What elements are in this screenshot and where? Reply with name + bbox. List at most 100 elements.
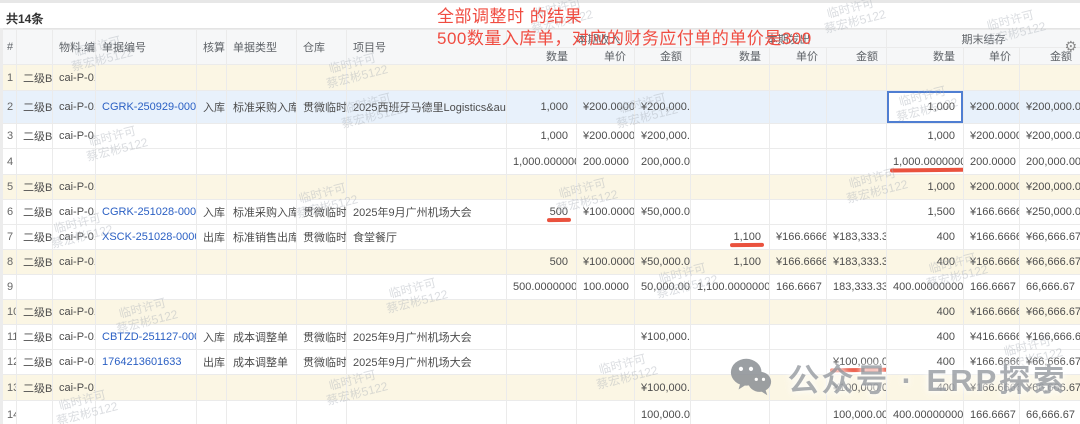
cell[interactable]: 出库 <box>196 349 227 375</box>
cell[interactable] <box>226 274 297 300</box>
cell[interactable] <box>769 324 827 350</box>
cell[interactable]: ¥100,000.00 <box>826 349 887 375</box>
cell[interactable] <box>196 64 227 91</box>
cell[interactable]: ¥100,000.00 <box>826 374 887 401</box>
cell[interactable]: 1,000.0000000000 <box>886 148 964 175</box>
cell[interactable]: cai-P-01 <box>52 249 96 275</box>
cell[interactable]: ¥100.00000 <box>576 249 635 275</box>
cell[interactable]: ¥166.66666 <box>769 249 827 275</box>
cell[interactable]: 出库 <box>196 224 227 250</box>
cell[interactable] <box>690 400 770 424</box>
cell[interactable]: ¥250,000.00 <box>1019 199 1080 225</box>
cell[interactable]: 166.6667 <box>963 274 1020 300</box>
cell[interactable] <box>16 148 53 175</box>
cell[interactable]: 入库 <box>196 324 227 350</box>
cell[interactable]: ¥66,666.67 <box>1019 299 1080 325</box>
cell[interactable]: 二级BOM <box>16 64 53 91</box>
cell[interactable]: 贯微临时仓 <box>296 324 347 350</box>
cell[interactable] <box>196 374 227 401</box>
cell[interactable] <box>196 174 227 200</box>
cell[interactable]: 400 <box>886 374 964 401</box>
cell[interactable] <box>886 64 964 91</box>
cell[interactable] <box>690 199 770 225</box>
cell[interactable]: 标准采购入库单 <box>226 199 297 225</box>
cell[interactable] <box>346 174 507 200</box>
cell[interactable]: ¥100,000.00 <box>634 374 691 401</box>
cell[interactable]: cai-P-01 <box>52 123 96 149</box>
cell[interactable] <box>226 64 297 91</box>
cell[interactable] <box>196 148 227 175</box>
cell[interactable]: 二级BOM <box>16 249 53 275</box>
cell[interactable] <box>95 148 197 175</box>
cell[interactable] <box>576 349 635 375</box>
cell[interactable]: 200.0000 <box>576 148 635 175</box>
cell[interactable]: ¥166.66667 <box>963 199 1020 225</box>
cell[interactable]: 66,666.67 <box>1019 274 1080 300</box>
cell[interactable]: 入库 <box>196 90 227 124</box>
cell[interactable] <box>769 123 827 149</box>
cell[interactable] <box>769 90 827 124</box>
cell[interactable]: 66,666.67 <box>1019 400 1080 424</box>
cell[interactable]: 400.0000000000 <box>886 400 964 424</box>
cell[interactable]: ¥50,000.00 <box>634 199 691 225</box>
cell[interactable]: 200,000.00 <box>1019 148 1080 175</box>
cell[interactable]: 400 <box>886 349 964 375</box>
cell[interactable] <box>506 64 577 91</box>
cell[interactable] <box>296 123 347 149</box>
cell[interactable] <box>690 123 770 149</box>
cell[interactable]: 二级BOM <box>16 324 53 350</box>
cell[interactable]: 标准销售出库单 <box>226 224 297 250</box>
cell[interactable]: 成本调整单 <box>226 349 297 375</box>
cell[interactable]: 1,500 <box>886 199 964 225</box>
column-settings-gear-icon[interactable]: ⚙ <box>1064 38 1077 54</box>
cell[interactable]: 入库 <box>196 199 227 225</box>
cell[interactable]: 400 <box>886 224 964 250</box>
cell[interactable]: cai-P-01 <box>52 90 96 124</box>
cell[interactable] <box>576 400 635 424</box>
cell[interactable] <box>506 324 577 350</box>
cell[interactable]: 50,000.00 <box>634 274 691 300</box>
cell[interactable] <box>576 224 635 250</box>
cell[interactable]: 二级BOM <box>16 199 53 225</box>
cell[interactable]: cai-P-01 <box>52 64 96 91</box>
cell[interactable]: ¥200.00000 <box>963 174 1020 200</box>
cell[interactable]: ¥166.66667 <box>769 224 827 250</box>
cell[interactable]: 贯微临时仓 <box>296 224 347 250</box>
cell[interactable] <box>506 174 577 200</box>
cell[interactable]: ¥166.66668 <box>963 224 1020 250</box>
cell[interactable] <box>506 400 577 424</box>
cell[interactable]: 400 <box>886 299 964 325</box>
cell[interactable]: 1,000 <box>886 174 964 200</box>
cell[interactable]: 贯微临时仓 <box>296 90 347 124</box>
cell[interactable]: 400.0000000000 <box>886 274 964 300</box>
cell[interactable]: 食堂餐厅 <box>346 224 507 250</box>
cell[interactable] <box>95 123 197 149</box>
cell[interactable]: ¥166,666.67 <box>1019 324 1080 350</box>
cell[interactable] <box>690 90 770 124</box>
cell[interactable]: 1,000.0000000000 <box>506 148 577 175</box>
cell[interactable]: ¥200.00000 <box>576 90 635 124</box>
cell[interactable]: 166.6667 <box>963 400 1020 424</box>
cell[interactable]: 2025年9月广州机场大会 <box>346 324 507 350</box>
cell[interactable]: cai-P-01 <box>52 324 96 350</box>
cell[interactable] <box>769 299 827 325</box>
cell[interactable] <box>296 400 347 424</box>
cell[interactable] <box>296 299 347 325</box>
cell[interactable]: 2025年9月广州机场大会 <box>346 199 507 225</box>
row-number-cell[interactable]: 5 <box>0 174 17 200</box>
cell[interactable] <box>52 148 96 175</box>
cell[interactable] <box>690 299 770 325</box>
cell[interactable]: 500 <box>506 199 577 225</box>
cell[interactable] <box>226 148 297 175</box>
cell[interactable] <box>16 274 53 300</box>
cell[interactable] <box>52 274 96 300</box>
cell[interactable]: cai-P-01 <box>52 374 96 401</box>
cell[interactable] <box>576 174 635 200</box>
cell[interactable] <box>1019 64 1080 91</box>
cell[interactable]: 二级BOM <box>16 174 53 200</box>
cell[interactable]: 400 <box>886 249 964 275</box>
cell[interactable]: 二级BOM <box>16 374 53 401</box>
cell[interactable] <box>826 324 887 350</box>
cell[interactable] <box>346 274 507 300</box>
